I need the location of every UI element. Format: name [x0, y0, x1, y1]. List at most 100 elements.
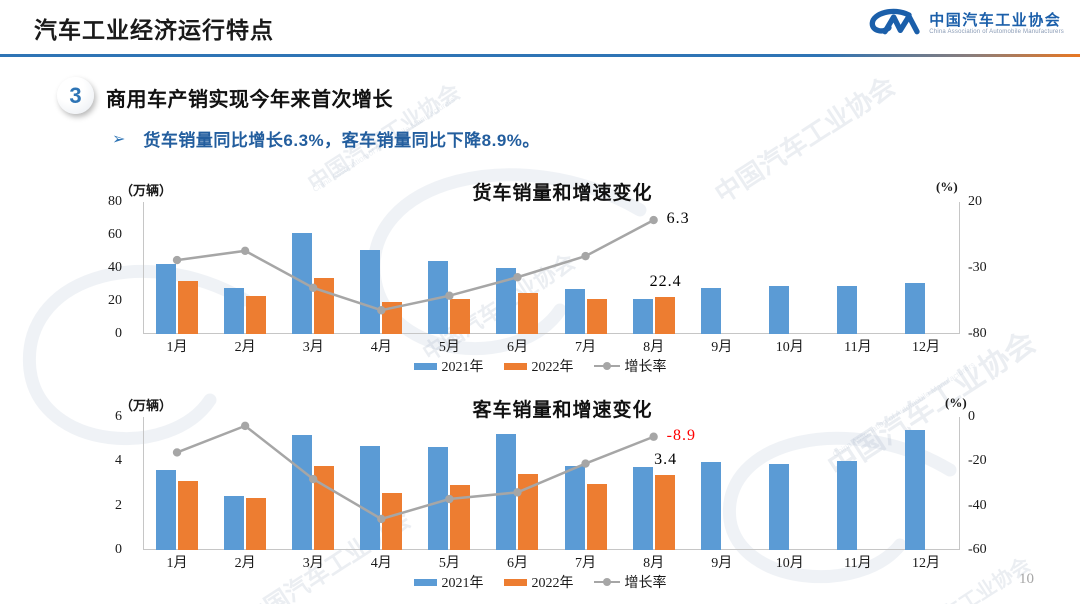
bar-2021年-12月 [904, 430, 925, 550]
legend-label: 2022年 [531, 576, 574, 591]
month-label: 9月 [711, 556, 733, 571]
right-axis-tick: 20 [968, 194, 982, 209]
month-label: 6月 [506, 556, 528, 571]
month-label: 11月 [844, 556, 872, 571]
legend-swatch-line [593, 578, 620, 586]
bar-2022年-1月 [178, 481, 199, 550]
month-label: 8月 [643, 340, 665, 355]
data-annotation: 3.4 [654, 450, 678, 468]
month-label: 6月 [506, 340, 528, 355]
bar-2021年-11月 [836, 461, 857, 550]
bar-2022年-4月 [382, 493, 403, 550]
data-annotation: 6.3 [666, 210, 690, 228]
right-axis-tick: -40 [968, 497, 987, 513]
legend-label: 2021年 [441, 576, 484, 591]
legend-item: 2021年 [413, 572, 484, 592]
left-axis-tick: 0 [115, 542, 122, 557]
bar-2021年-10月 [768, 286, 789, 334]
bar-2021年-1月 [156, 263, 177, 334]
legend-swatch-bar [413, 578, 437, 586]
section-heading: 商用车产销实现今年来首次增长 [106, 89, 393, 111]
month-label: 3月 [302, 340, 324, 355]
bar-2021年-6月 [496, 433, 517, 550]
bar-2021年-12月 [904, 282, 925, 334]
bar-2022年-7月 [586, 483, 607, 550]
legend-item: 增长率 [593, 356, 667, 376]
legend-swatch-bar [503, 578, 527, 586]
month-label: 5月 [438, 340, 460, 355]
bar-2022年-5月 [450, 484, 471, 550]
bar-2021年-9月 [700, 287, 721, 334]
month-label: 5月 [438, 556, 460, 571]
left-axis-tick: 40 [108, 260, 122, 275]
month-label: 4月 [370, 340, 392, 355]
logo-name-cn: 中国汽车工业协会 [929, 11, 1062, 29]
right-axis-unit: (%) [936, 179, 958, 194]
legend-swatch-bar [413, 362, 437, 370]
legend-label: 2021年 [441, 360, 484, 375]
cm-logo-icon [869, 8, 920, 35]
bar-2021年-7月 [564, 465, 585, 550]
bar-2021年-2月 [224, 495, 245, 550]
bar-2021年-4月 [360, 249, 381, 334]
bar-2022年-6月 [518, 292, 539, 334]
month-label: 2月 [234, 340, 256, 355]
left-axis-tick: 2 [115, 497, 122, 513]
logo-name-en: China Association of Automobile Manufact… [929, 28, 1064, 35]
bar-2021年-8月 [632, 466, 653, 550]
month-label: 3月 [302, 556, 324, 571]
month-label: 1月 [166, 556, 188, 571]
left-axis-unit: （万辆） [120, 183, 173, 198]
legend-label: 2022年 [531, 360, 574, 375]
legend-item: 增长率 [593, 572, 667, 592]
right-axis-tick: 0 [968, 409, 975, 424]
bar-2021年-5月 [428, 260, 449, 334]
legend-swatch-bar [503, 362, 527, 370]
right-axis-tick: -20 [968, 453, 987, 469]
legend-line-dot [602, 578, 611, 586]
month-label: 1月 [166, 340, 188, 355]
right-axis-tick: -30 [968, 260, 987, 275]
right-axis-tick: -60 [968, 542, 987, 557]
bar-2022年-8月 [654, 297, 675, 334]
bar-2021年-1月 [156, 470, 177, 550]
month-label: 12月 [911, 340, 940, 355]
legend-item: 2022年 [503, 572, 574, 592]
left-axis-tick: 20 [108, 293, 122, 308]
page-title: 汽车工业经济运行特点 [34, 17, 274, 43]
bar-2022年-8月 [654, 474, 675, 550]
bar-2022年-3月 [314, 277, 335, 334]
month-label: 12月 [911, 556, 940, 571]
bar-2022年-2月 [246, 497, 267, 550]
month-label: 9月 [711, 340, 733, 355]
legend-item: 2022年 [503, 356, 574, 376]
legend-line-dot [602, 362, 611, 370]
legend-item: 2021年 [413, 356, 484, 376]
bar-2021年-4月 [360, 445, 381, 550]
month-label: 8月 [643, 556, 665, 571]
arrow-bullet-icon: ➢ [112, 130, 126, 148]
right-axis-tick: -80 [968, 326, 987, 341]
truck-sales-chart: 货车销量和增速变化 （万辆） (%) 2021年 2022年 增长率 80 60 40 2… [100, 160, 987, 385]
right-axis-unit: (%) [945, 395, 967, 410]
chart-title: 货车销量和增速变化 [472, 183, 653, 204]
page-number: 10 [1019, 571, 1034, 587]
left-axis-unit: （万辆） [120, 398, 173, 413]
title-divider [0, 54, 1080, 57]
month-label: 10月 [775, 340, 804, 355]
month-label: 4月 [370, 556, 392, 571]
plot-area [143, 202, 960, 334]
left-axis-tick: 60 [108, 227, 122, 242]
org-logo: 中国汽车工业协会 China Association of Automobile… [865, 8, 1064, 38]
bar-2021年-11月 [836, 286, 857, 334]
bar-2021年-2月 [224, 287, 245, 334]
month-label: 2月 [234, 556, 256, 571]
bar-2022年-6月 [518, 473, 539, 550]
bar-2021年-10月 [768, 463, 789, 550]
legend-swatch-line [593, 362, 620, 370]
bar-2022年-3月 [314, 465, 335, 550]
bar-2022年-7月 [586, 298, 607, 334]
data-annotation: 22.4 [649, 273, 682, 291]
logo-text: 中国汽车工业协会 China Association of Automobile… [929, 12, 1064, 35]
